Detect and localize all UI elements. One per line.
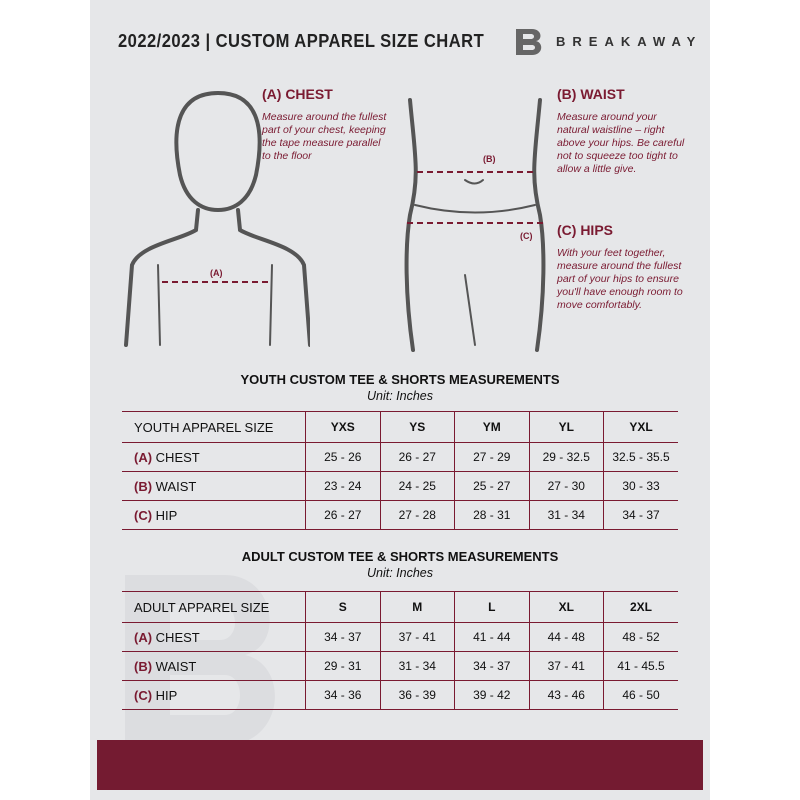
waist-description: Measure around your natural waistline – … xyxy=(557,111,685,175)
footer-bar xyxy=(97,740,703,790)
youth-table-title: YOUTH CUSTOM TEE & SHORTS MEASUREMENTS xyxy=(240,372,560,387)
page-title: 2022/2023 | CUSTOM APPAREL SIZE CHART xyxy=(118,31,485,51)
cell: 32.5 - 35.5 xyxy=(603,442,678,472)
cell: 30 - 33 xyxy=(603,471,678,501)
cell: 28 - 31 xyxy=(454,500,529,530)
adult-table-title: ADULT CUSTOM TEE & SHORTS MEASUREMENTS xyxy=(241,549,559,564)
hips-heading: (C) HIPS xyxy=(557,222,613,238)
adult-size-table: ADULT APPAREL SIZE S M L XL 2XL (A) CHES… xyxy=(122,591,678,710)
size-header: M xyxy=(379,591,455,623)
row-name: CHEST xyxy=(155,449,200,465)
cell: 41 - 45.5 xyxy=(603,651,678,681)
row-code: (C) xyxy=(134,507,153,523)
cell: 29 - 31 xyxy=(305,651,380,681)
cell: 27 - 28 xyxy=(379,500,455,530)
cell: 46 - 50 xyxy=(603,680,678,710)
row-name: WAIST xyxy=(155,478,197,494)
cell: 37 - 41 xyxy=(528,651,604,681)
size-label: ADULT APPAREL SIZE xyxy=(122,591,306,623)
waist-hip-figure-illustration xyxy=(404,98,546,352)
cell: 23 - 24 xyxy=(305,471,380,501)
size-header: XL xyxy=(528,591,604,623)
cell: 31 - 34 xyxy=(528,500,604,530)
row-code: (A) xyxy=(134,629,153,645)
size-header: YXS xyxy=(305,411,380,443)
row-code: (B) xyxy=(134,658,153,674)
cell: 26 - 27 xyxy=(305,500,380,530)
breakaway-logo-icon xyxy=(516,29,542,55)
size-header: YM xyxy=(454,411,529,443)
row-code: (B) xyxy=(134,478,153,494)
chest-marker: (A) xyxy=(210,268,223,278)
size-header: YS xyxy=(379,411,455,443)
cell: 25 - 26 xyxy=(305,442,380,472)
table-row: (B) WAIST 23 - 24 24 - 25 25 - 27 27 - 30 30… xyxy=(122,471,678,501)
table-row: (B) WAIST 29 - 31 31 - 34 34 - 37 37 - 41 41… xyxy=(122,651,678,681)
cell: 27 - 29 xyxy=(454,442,529,472)
cell: 25 - 27 xyxy=(454,471,529,501)
cell: 41 - 44 xyxy=(454,622,529,652)
row-code: (A) xyxy=(134,449,153,465)
size-header: YL xyxy=(528,411,604,443)
size-header: S xyxy=(305,591,380,623)
chest-heading: (A) CHEST xyxy=(262,86,333,102)
youth-size-table: YOUTH APPAREL SIZE YXS YS YM YL YXL (A) … xyxy=(122,411,678,530)
row-name: WAIST xyxy=(155,658,197,674)
size-header: L xyxy=(454,591,529,623)
cell: 48 - 52 xyxy=(603,622,678,652)
row-name: HIP xyxy=(155,507,178,523)
row-name: HIP xyxy=(155,687,178,703)
cell: 37 - 41 xyxy=(379,622,455,652)
row-name: CHEST xyxy=(155,629,200,645)
cell: 36 - 39 xyxy=(379,680,455,710)
size-header: 2XL xyxy=(603,591,678,623)
cell: 29 - 32.5 xyxy=(528,442,604,472)
cell: 34 - 37 xyxy=(603,500,678,530)
hips-description: With your feet together, measure around … xyxy=(557,247,683,311)
cell: 39 - 42 xyxy=(454,680,529,710)
table-row: (C) HIP 26 - 27 27 - 28 28 - 31 31 - 34 34 -… xyxy=(122,500,678,530)
size-label: YOUTH APPAREL SIZE xyxy=(122,411,306,443)
cell: 24 - 25 xyxy=(379,471,455,501)
table-row: (A) CHEST 34 - 37 37 - 41 41 - 44 44 - 48 48… xyxy=(122,622,678,652)
table-row: (A) CHEST 25 - 26 26 - 27 27 - 29 29 - 32.5… xyxy=(122,442,678,472)
cell: 27 - 30 xyxy=(528,471,604,501)
hips-marker: (C) xyxy=(520,231,533,241)
cell: 44 - 48 xyxy=(528,622,604,652)
adult-unit: Unit: Inches xyxy=(366,566,433,580)
waist-heading: (B) WAIST xyxy=(557,86,625,102)
cell: 26 - 27 xyxy=(379,442,455,472)
table-header-row: ADULT APPAREL SIZE S M L XL 2XL xyxy=(122,591,678,623)
waist-marker: (B) xyxy=(483,154,496,164)
cell: 34 - 37 xyxy=(454,651,529,681)
youth-unit: Unit: Inches xyxy=(366,389,433,403)
chest-figure-illustration xyxy=(124,90,310,347)
table-row: (C) HIP 34 - 36 36 - 39 39 - 42 43 - 46 46 -… xyxy=(122,680,678,710)
cell: 43 - 46 xyxy=(528,680,604,710)
brand-name: BREAKAWAY xyxy=(556,34,703,49)
size-header: YXL xyxy=(603,411,678,443)
cell: 34 - 37 xyxy=(305,622,380,652)
chest-description: Measure around the fullest part of your … xyxy=(262,111,387,162)
table-header-row: YOUTH APPAREL SIZE YXS YS YM YL YXL xyxy=(122,411,678,443)
cell: 34 - 36 xyxy=(305,680,380,710)
row-code: (C) xyxy=(134,687,153,703)
cell: 31 - 34 xyxy=(379,651,455,681)
